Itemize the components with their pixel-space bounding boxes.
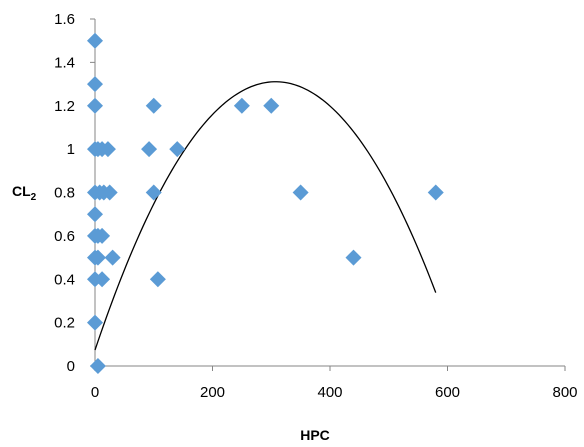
data-point [263,97,280,114]
data-point [94,227,111,244]
y-tick-label: 0.4 [54,271,75,288]
data-point [89,358,106,374]
data-point [87,206,103,223]
x-tick-label: 800 [552,384,577,401]
data-point [104,249,121,266]
data-point [87,76,103,93]
data-point [233,97,250,114]
y-axis-title-subscript: 2 [31,192,37,203]
y-tick-label: 0.8 [54,185,75,202]
y-tick-label: 1.4 [54,54,75,71]
data-point [169,141,186,158]
y-tick-label: 0.2 [54,315,75,332]
data-point [87,97,103,114]
y-axis-title-main: CL [12,183,31,199]
x-tick-label: 400 [317,384,342,401]
y-axis-title: CL2 [12,183,37,203]
y-tick-label: 0.6 [54,228,75,245]
data-point [292,184,309,201]
x-axis: 0 200 400 600 800 [91,365,578,401]
data-point [87,314,103,331]
data-point [89,249,106,266]
data-point [141,141,158,158]
data-point [94,271,111,288]
x-tick-label: 0 [91,384,99,401]
trendline-group [94,81,437,351]
x-axis-title: HPC [300,427,330,443]
data-point [149,271,166,288]
x-tick-label: 200 [200,384,225,401]
data-point [345,249,362,266]
data-points [87,32,444,374]
y-tick-label: 1 [67,141,75,158]
y-tick-label: 0 [67,358,75,375]
data-point [427,184,444,201]
y-axis: 0 0.2 0.4 0.6 0.8 1 1.2 1.4 1.6 [54,11,96,375]
trendline [94,81,437,351]
data-point [99,141,116,158]
data-point [87,32,103,49]
data-point [101,184,118,201]
y-tick-label: 1.6 [54,11,75,28]
x-tick-label: 600 [435,384,460,401]
data-point [145,97,162,114]
y-tick-label: 1.2 [54,98,75,115]
data-point [145,184,162,201]
